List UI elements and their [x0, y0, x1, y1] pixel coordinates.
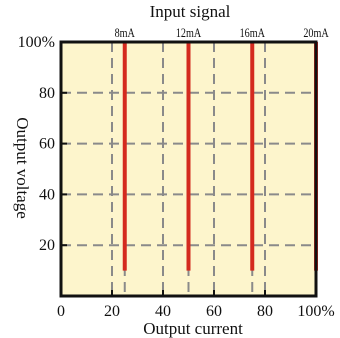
x-tick-label: 0: [57, 303, 65, 320]
x-tick-label: 40: [155, 303, 171, 320]
signal-labels: 8mA 12mA 16mA 20mA: [115, 26, 330, 40]
series-label: 8mA: [115, 26, 136, 40]
x-tick-label: 20: [104, 303, 120, 320]
series-label: 12mA: [176, 26, 202, 40]
y-tick-label: 40: [39, 186, 55, 203]
y-tick-label: 80: [39, 85, 55, 102]
x-axis-label: Output current: [143, 319, 243, 338]
x-tick-label: 100%: [297, 303, 334, 320]
series-label: 20mA: [303, 26, 329, 40]
y-tick-label: 100%: [18, 34, 55, 51]
ticks: 0 20 40 60 80 100% 100% 80 60 40 20: [18, 34, 335, 320]
labels: Input signal Output current Output volta…: [13, 2, 243, 338]
chart-title: Input signal: [150, 2, 231, 21]
series-label: 16mA: [240, 26, 266, 40]
plot-border: [59, 40, 318, 298]
x-tick-label: 60: [206, 303, 222, 320]
y-tick-label: 20: [39, 237, 55, 254]
plot-frame: [59, 40, 318, 298]
y-tick-label: 60: [39, 136, 55, 153]
x-tick-label: 80: [257, 303, 273, 320]
y-axis-label: Output voltage: [13, 117, 32, 219]
